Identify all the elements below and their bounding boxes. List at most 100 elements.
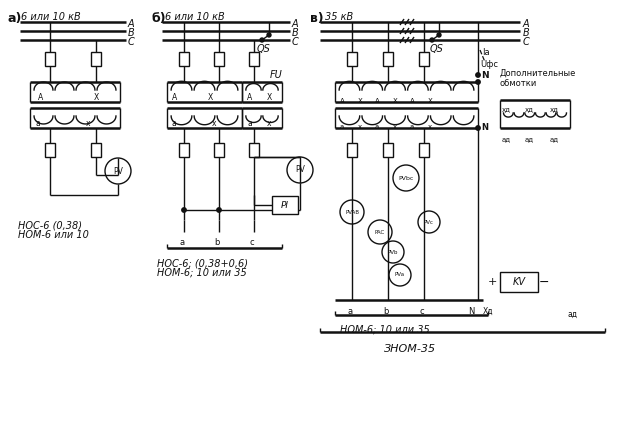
Bar	[347, 52, 357, 66]
Text: X: X	[393, 98, 397, 104]
Text: PI: PI	[281, 201, 289, 210]
Text: Дополнительные
обмотки: Дополнительные обмотки	[500, 69, 576, 88]
Text: b: b	[214, 238, 219, 247]
Text: aд: aд	[502, 136, 511, 142]
Text: A: A	[375, 98, 380, 104]
Bar	[249, 143, 259, 157]
Text: xд: xд	[525, 106, 534, 112]
Text: 6 или 10 кВ: 6 или 10 кВ	[165, 12, 225, 22]
Text: X: X	[208, 93, 213, 102]
Bar	[272, 196, 298, 214]
Text: PVAB: PVAB	[345, 210, 359, 214]
Text: B: B	[523, 28, 530, 38]
Circle shape	[476, 73, 480, 77]
Circle shape	[368, 220, 392, 244]
Bar	[45, 143, 55, 157]
Text: a: a	[347, 307, 352, 316]
Text: a: a	[179, 238, 184, 247]
Text: Xд: Xд	[483, 307, 494, 316]
Text: НОС-6 (0,38): НОС-6 (0,38)	[18, 220, 82, 230]
Text: X: X	[428, 98, 433, 104]
Text: PVbc: PVbc	[398, 175, 413, 181]
Circle shape	[437, 33, 441, 37]
Text: Iа: Iа	[482, 48, 489, 57]
Circle shape	[430, 38, 434, 42]
Bar	[347, 143, 357, 157]
Bar	[179, 143, 189, 157]
Text: +: +	[487, 277, 497, 287]
Text: A: A	[247, 93, 252, 102]
Text: aд: aд	[568, 310, 578, 319]
Text: QS: QS	[257, 44, 271, 54]
Text: x: x	[428, 124, 432, 130]
Text: PVa: PVa	[395, 273, 405, 277]
Circle shape	[260, 38, 264, 42]
Circle shape	[182, 208, 186, 212]
Text: а): а)	[8, 12, 22, 25]
Bar	[383, 52, 393, 66]
Text: 35 кВ: 35 кВ	[325, 12, 353, 22]
Text: НОМ-6; 10 или 35: НОМ-6; 10 или 35	[340, 325, 430, 335]
Text: PAC: PAC	[375, 230, 385, 234]
Circle shape	[476, 80, 480, 84]
Circle shape	[389, 264, 411, 286]
Text: A: A	[523, 19, 530, 29]
Text: x: x	[393, 124, 397, 130]
Text: Uфс: Uфс	[480, 60, 498, 69]
Text: xд: xд	[502, 106, 511, 112]
Text: a: a	[375, 124, 379, 130]
Text: x: x	[267, 119, 272, 128]
Text: C: C	[523, 37, 530, 47]
Text: FU: FU	[270, 70, 283, 80]
Text: b: b	[383, 307, 389, 316]
Text: НОМ-6 или 10: НОМ-6 или 10	[18, 230, 89, 240]
Circle shape	[340, 200, 364, 224]
Text: a: a	[247, 119, 252, 128]
Bar	[91, 52, 101, 66]
Text: B: B	[128, 28, 135, 38]
Text: x: x	[86, 119, 91, 128]
Text: x: x	[212, 119, 216, 128]
Text: c: c	[249, 238, 254, 247]
Bar	[179, 52, 189, 66]
Text: x: x	[358, 124, 362, 130]
Text: A: A	[410, 98, 415, 104]
Text: QS: QS	[430, 44, 444, 54]
Text: PV: PV	[113, 167, 123, 175]
Bar	[45, 52, 55, 66]
Text: c: c	[419, 307, 424, 316]
Text: PV: PV	[295, 165, 305, 174]
Bar	[419, 143, 429, 157]
Text: A: A	[128, 19, 135, 29]
Bar	[419, 52, 429, 66]
Text: в): в)	[310, 12, 323, 25]
Bar	[383, 143, 393, 157]
Text: N: N	[481, 72, 489, 80]
Text: A: A	[340, 98, 345, 104]
Text: aд: aд	[525, 136, 534, 142]
Text: PVc: PVc	[424, 220, 434, 224]
Text: X: X	[267, 93, 272, 102]
Text: a: a	[35, 119, 40, 128]
Text: НОМ-6; 10 или 35: НОМ-6; 10 или 35	[157, 268, 247, 278]
Circle shape	[105, 158, 131, 184]
Circle shape	[476, 126, 480, 130]
Text: X: X	[94, 93, 100, 102]
Text: НОС-6; (0,38+0,6): НОС-6; (0,38+0,6)	[157, 258, 248, 268]
Text: A: A	[38, 93, 43, 102]
Text: −: −	[538, 276, 549, 289]
Text: б): б)	[152, 12, 167, 25]
Text: C: C	[128, 37, 135, 47]
Text: a: a	[410, 124, 414, 130]
Text: a: a	[172, 119, 177, 128]
Circle shape	[287, 157, 313, 183]
Text: A: A	[292, 19, 299, 29]
Text: B: B	[292, 28, 299, 38]
Text: a: a	[340, 124, 345, 130]
Text: N: N	[481, 124, 488, 132]
Text: A: A	[172, 93, 177, 102]
Bar	[214, 143, 224, 157]
Text: PVb: PVb	[388, 250, 398, 254]
Text: N: N	[468, 307, 475, 316]
Text: X: X	[358, 98, 363, 104]
